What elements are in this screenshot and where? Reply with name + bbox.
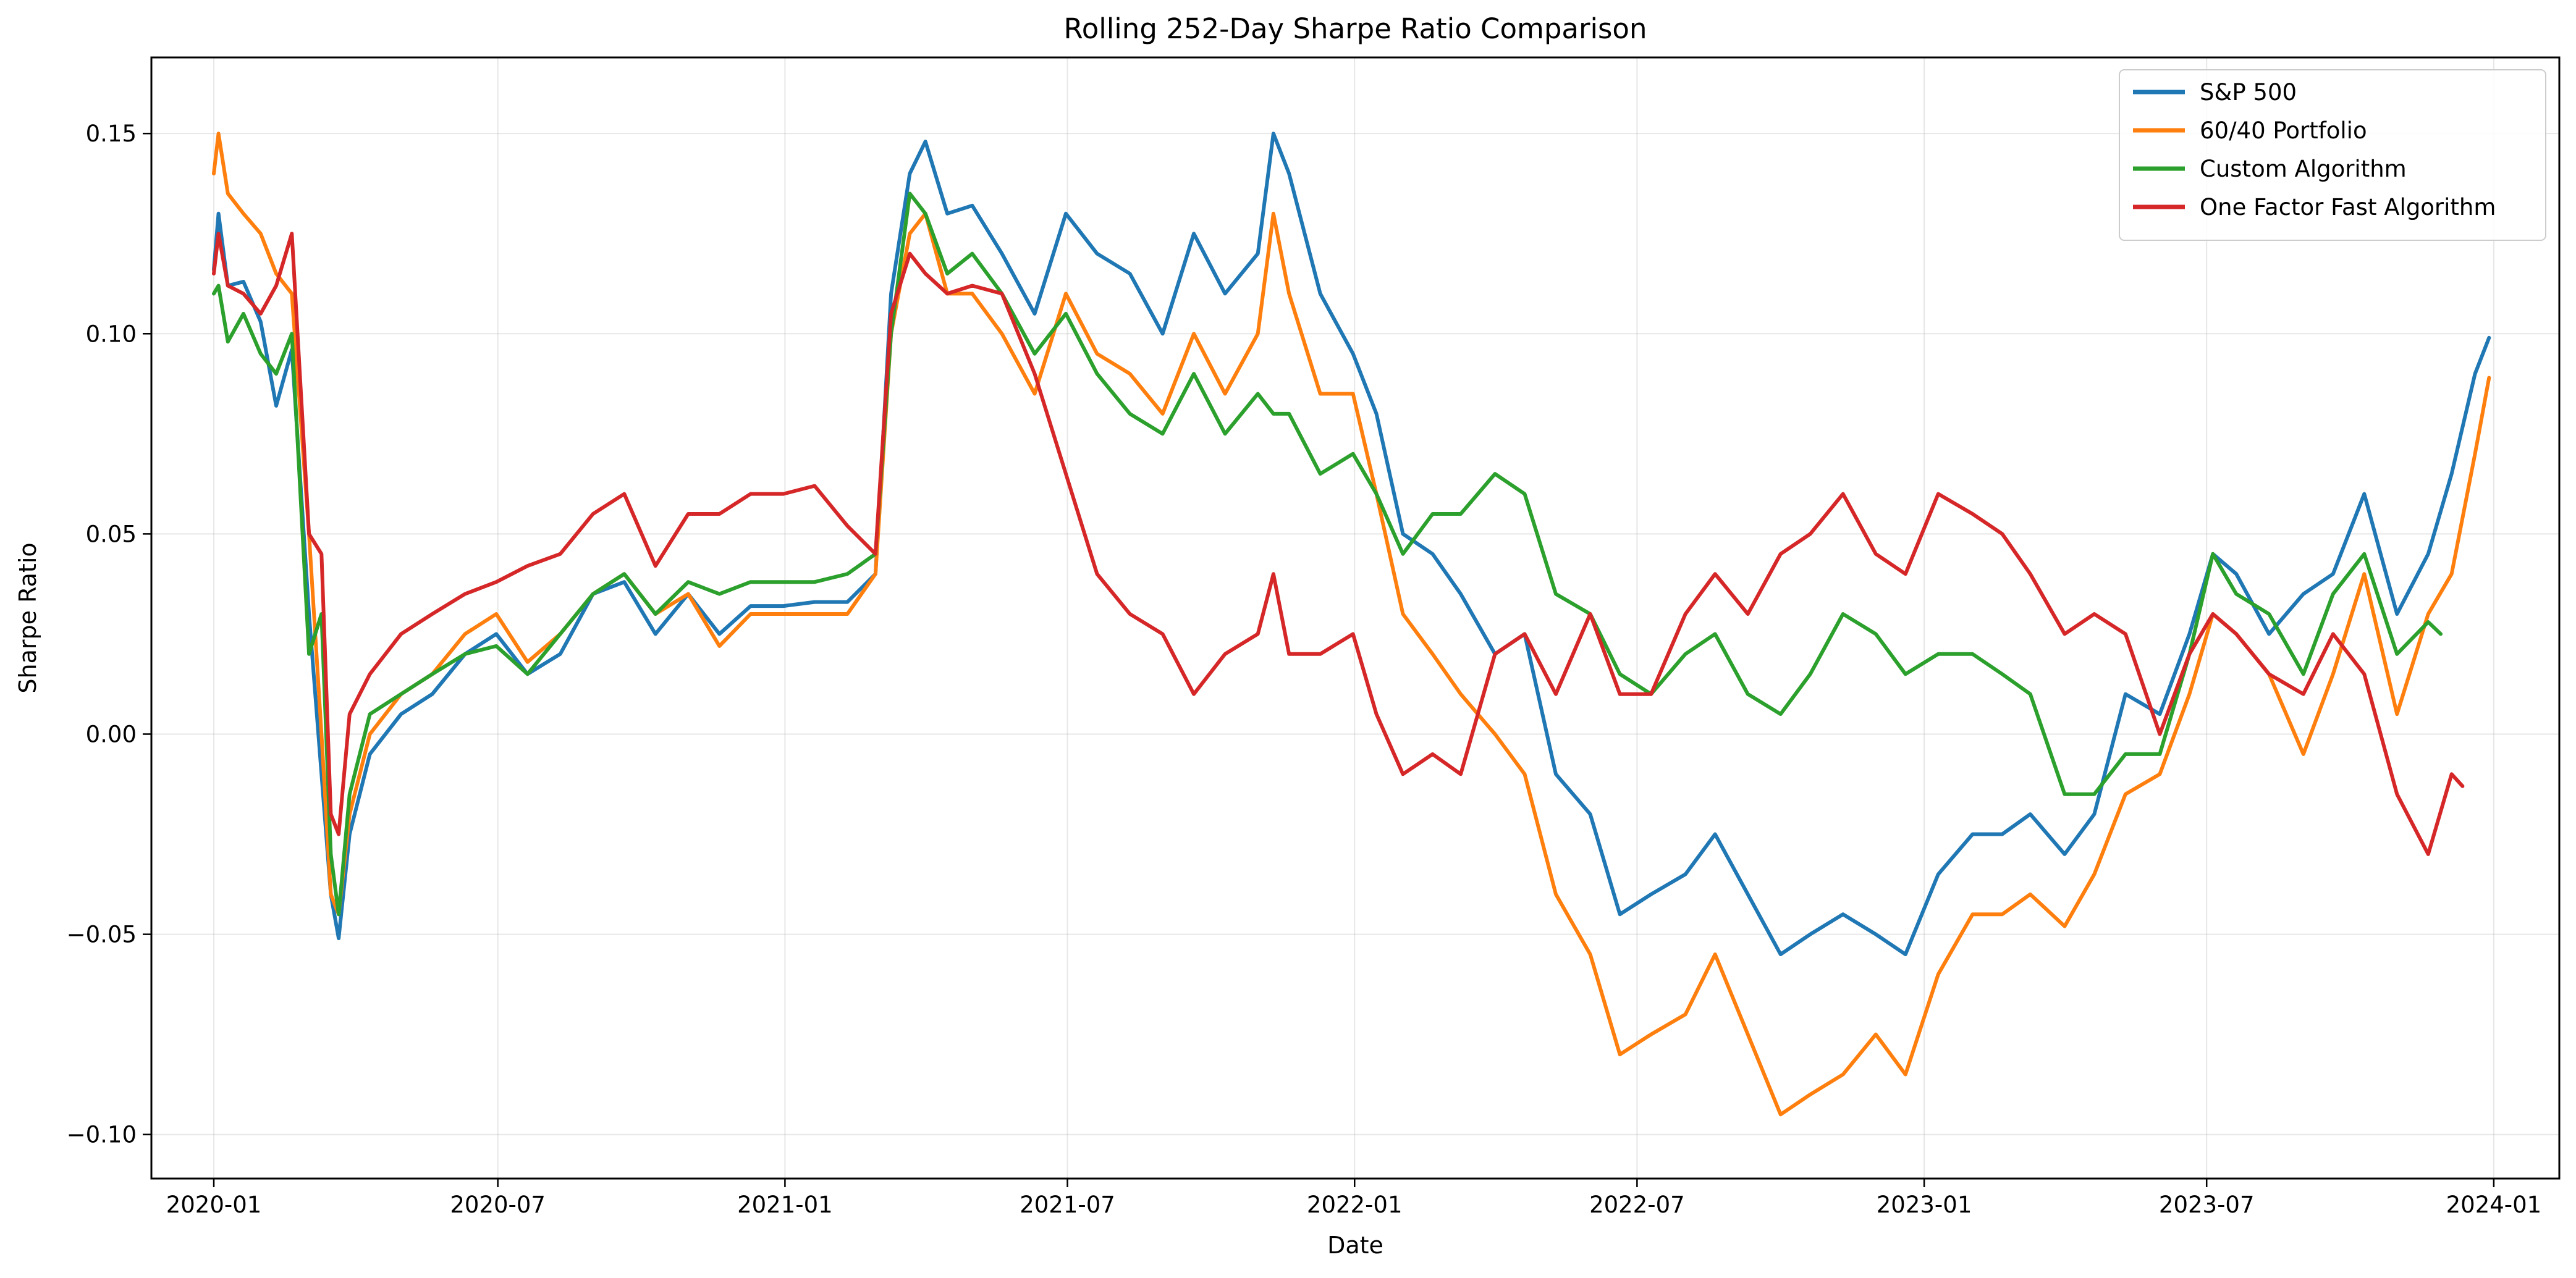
legend-label: 60/40 Portfolio: [2200, 117, 2367, 144]
x-tick-label: 2024-01: [2446, 1192, 2542, 1218]
chart-title: Rolling 252-Day Sharpe Ratio Comparison: [1064, 12, 1647, 45]
y-tick-label: 0.10: [86, 321, 137, 347]
x-tick-label: 2021-07: [1020, 1192, 1115, 1218]
legend-label: One Factor Fast Algorithm: [2200, 194, 2496, 221]
series-line-3: [212, 191, 2443, 917]
x-tick-label: 2020-07: [450, 1192, 546, 1218]
y-tick-label: 0.00: [86, 721, 137, 747]
x-tick-label: 2022-07: [1589, 1192, 1685, 1218]
plot-area: [212, 132, 2491, 1117]
legend-box: [2119, 69, 2546, 241]
x-axis-label: Date: [1327, 1232, 1383, 1259]
legend-label: S&P 500: [2200, 79, 2297, 106]
x-tick-label: 2023-01: [1877, 1192, 1972, 1218]
y-tick-label: −0.05: [67, 922, 137, 948]
y-tick-label: −0.10: [67, 1122, 137, 1148]
axes-frame: [150, 56, 2561, 1180]
axis-ticks: 2020-01 2020-07 2021-01 2021-07 2022-01 2022-…: [67, 120, 2542, 1218]
x-tick-label: 2022-01: [1307, 1192, 1403, 1218]
y-axis-label: Sharpe Ratio: [14, 542, 41, 693]
legend: S&P 500 60/40 Portfolio Custom Algorithm On…: [2119, 69, 2546, 241]
series-line-4: [212, 232, 2465, 856]
x-tick-label: 2021-01: [737, 1192, 833, 1218]
x-tick-label: 2023-07: [2159, 1192, 2255, 1218]
x-tick-label: 2020-01: [166, 1192, 262, 1218]
y-tick-label: 0.05: [86, 521, 137, 547]
y-tick-label: 0.15: [86, 120, 137, 147]
grid: [151, 57, 2559, 1179]
legend-label: Custom Algorithm: [2200, 156, 2407, 182]
series-line-1: [212, 132, 2491, 956]
